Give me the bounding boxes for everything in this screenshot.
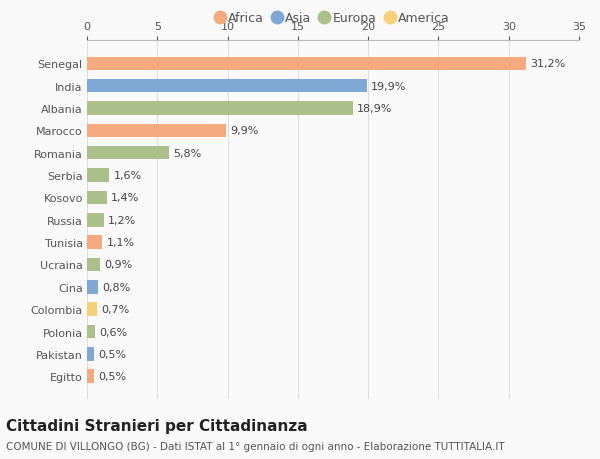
Bar <box>87 303 97 316</box>
Text: 31,2%: 31,2% <box>530 59 565 69</box>
Text: Cittadini Stranieri per Cittadinanza: Cittadini Stranieri per Cittadinanza <box>6 418 308 433</box>
Bar <box>87 347 94 361</box>
Bar <box>87 57 526 71</box>
Text: 1,4%: 1,4% <box>111 193 139 203</box>
Text: 1,1%: 1,1% <box>107 238 135 247</box>
Text: 0,5%: 0,5% <box>98 371 127 381</box>
Text: 0,7%: 0,7% <box>101 304 130 314</box>
Bar <box>87 191 107 205</box>
Text: 9,9%: 9,9% <box>230 126 259 136</box>
Text: 5,8%: 5,8% <box>173 148 201 158</box>
Bar <box>87 80 367 93</box>
Bar <box>87 236 103 249</box>
Bar <box>87 280 98 294</box>
Text: 19,9%: 19,9% <box>371 82 406 91</box>
Bar <box>87 147 169 160</box>
Bar <box>87 213 104 227</box>
Text: 0,8%: 0,8% <box>103 282 131 292</box>
Bar <box>87 102 353 116</box>
Bar <box>87 258 100 272</box>
Bar <box>87 369 94 383</box>
Bar <box>87 124 226 138</box>
Text: 1,2%: 1,2% <box>108 215 136 225</box>
Legend: Africa, Asia, Europa, America: Africa, Asia, Europa, America <box>214 10 452 28</box>
Bar <box>87 169 109 182</box>
Bar <box>87 325 95 338</box>
Text: 0,6%: 0,6% <box>100 327 128 337</box>
Text: COMUNE DI VILLONGO (BG) - Dati ISTAT al 1° gennaio di ogni anno - Elaborazione T: COMUNE DI VILLONGO (BG) - Dati ISTAT al … <box>6 441 505 451</box>
Text: 1,6%: 1,6% <box>114 171 142 181</box>
Text: 0,9%: 0,9% <box>104 260 132 270</box>
Text: 18,9%: 18,9% <box>357 104 392 114</box>
Text: 0,5%: 0,5% <box>98 349 127 359</box>
